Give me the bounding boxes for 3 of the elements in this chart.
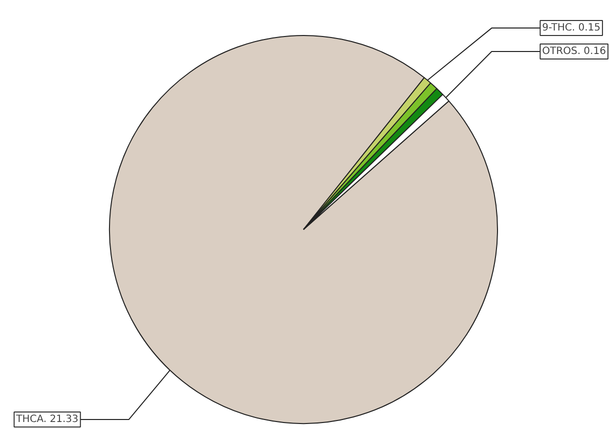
slice-label: OTROS. 0.16 bbox=[542, 46, 606, 58]
slice-label: 9-THC. 0.15 bbox=[542, 22, 600, 34]
slice-label: THCA. 21.33 bbox=[15, 414, 78, 425]
